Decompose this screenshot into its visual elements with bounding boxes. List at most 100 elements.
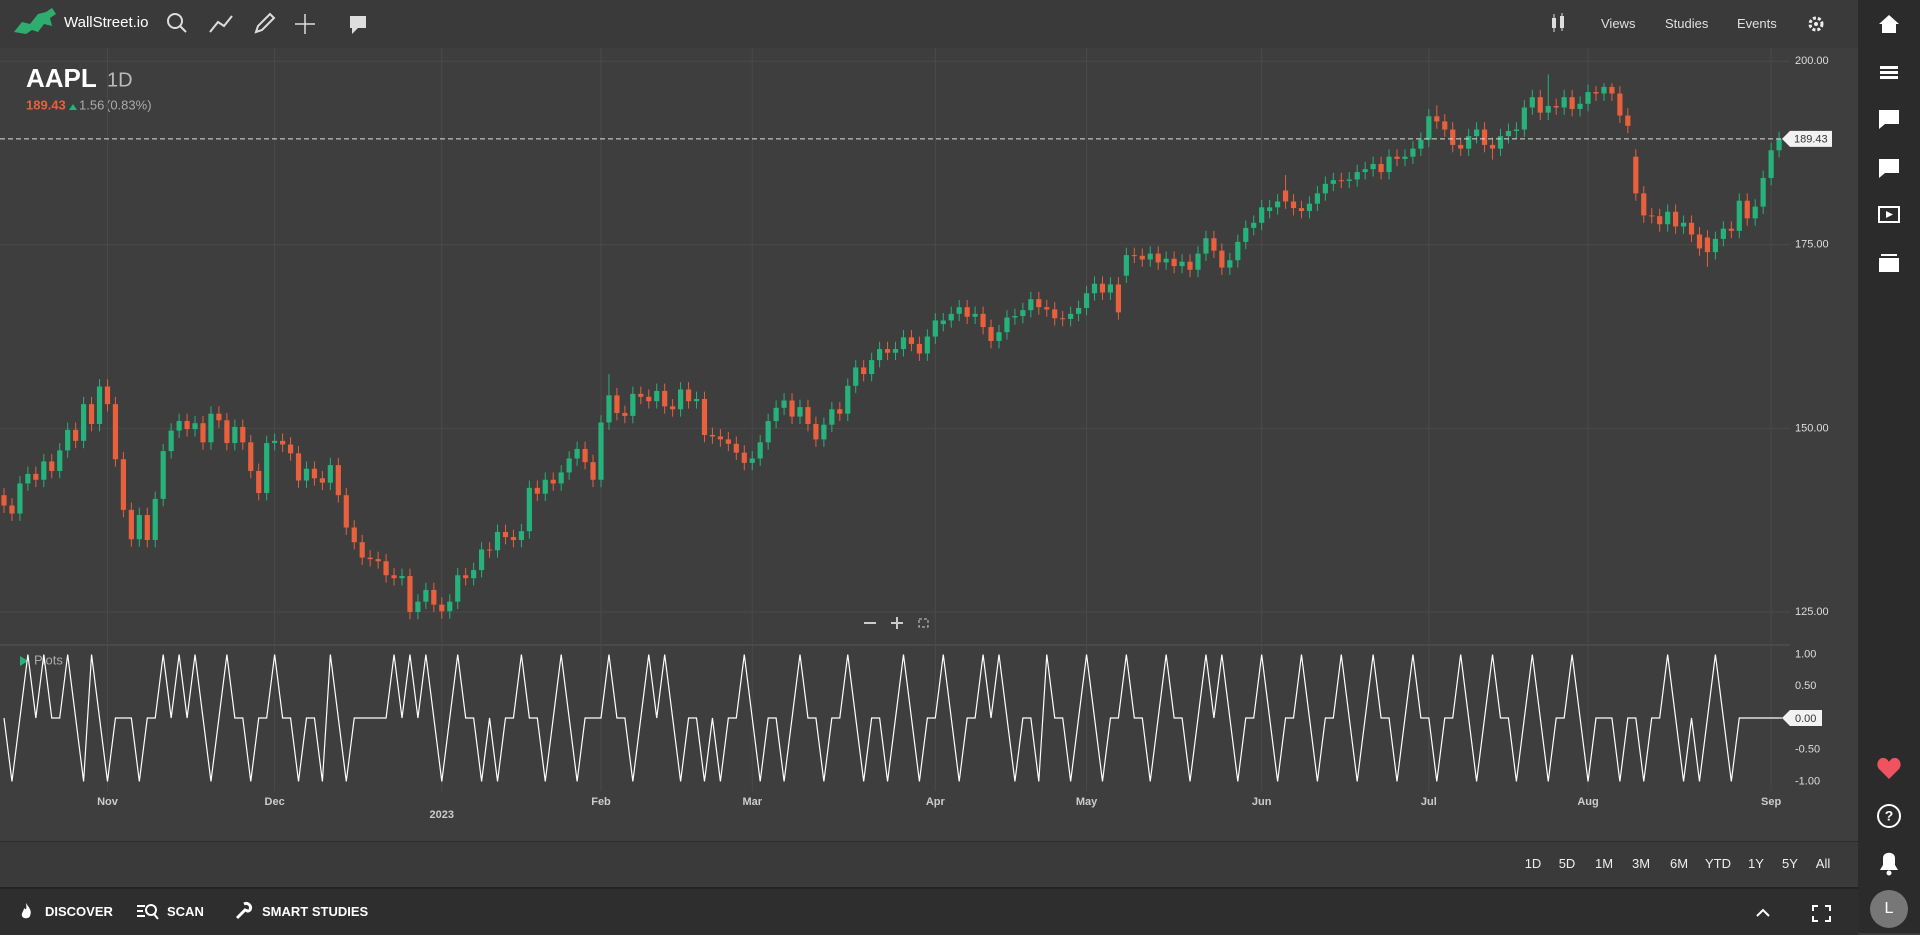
footer-item[interactable]: SMART STUDIES (262, 904, 369, 919)
candle-body (1187, 261, 1193, 270)
toolbar: WallStreet.io Views Studies Events (0, 0, 1858, 49)
candle-body (670, 406, 676, 410)
range-button[interactable]: All (1815, 856, 1831, 871)
sidebar-icons[interactable]: ? (1858, 0, 1920, 933)
candle-body (980, 313, 986, 328)
candle-body (1314, 193, 1320, 204)
candle-body (96, 386, 103, 424)
candle-body (486, 549, 493, 551)
candle-body (685, 389, 692, 402)
candle-body (1243, 227, 1249, 242)
candle-body (471, 570, 477, 579)
candle-body (112, 404, 119, 460)
footer-item[interactable]: SCAN (167, 904, 204, 919)
x-tick-label: Sep (1761, 796, 1781, 808)
range-button[interactable]: 5D (1558, 856, 1576, 871)
plots-toggle[interactable] (20, 656, 28, 666)
candle-body (1752, 206, 1758, 219)
x-tick-label: Aug (1577, 796, 1598, 808)
candle-body (1251, 222, 1257, 228)
avatar[interactable]: L (1884, 900, 1894, 917)
brand[interactable]: WallStreet.io (64, 14, 149, 31)
candle-body (1346, 179, 1352, 181)
candle-body (1298, 208, 1305, 212)
candle-body (1322, 183, 1328, 194)
candle-body (1601, 86, 1607, 94)
footer-controls[interactable] (1754, 903, 1834, 923)
symbol: AAPL (26, 63, 97, 93)
sidebar: ? L (1858, 0, 1920, 933)
menu[interactable]: Studies (1665, 16, 1709, 31)
candle-body (240, 426, 246, 443)
footer: DISCOVER SCAN SMART STUDIES (0, 887, 1858, 935)
x-tick-label: May (1076, 796, 1098, 808)
candle-body (1704, 237, 1711, 253)
candle-body (65, 429, 71, 451)
candle-body (224, 420, 230, 444)
chart-bg (0, 48, 1858, 841)
plot-last-tag (1782, 710, 1822, 726)
candle-body (693, 399, 700, 402)
menu[interactable]: Events (1737, 16, 1777, 31)
candle-body (1139, 255, 1145, 260)
candle-body (701, 399, 708, 435)
candle-body (415, 601, 421, 612)
range-button[interactable]: 6M (1669, 856, 1689, 871)
candle-body (622, 412, 628, 416)
candle-body (638, 393, 644, 397)
candle-body (1386, 156, 1392, 173)
candle-body (773, 407, 779, 422)
candle-body (128, 509, 134, 540)
candle-body (287, 444, 294, 454)
candle-body (1179, 261, 1185, 267)
candle-body (1259, 207, 1265, 223)
tool-icons[interactable] (160, 8, 400, 40)
candle-body (1402, 156, 1408, 159)
range-button[interactable]: 1M (1594, 856, 1614, 871)
candle-body (1235, 241, 1241, 261)
candle-body (439, 604, 445, 612)
zoom-controls[interactable] (864, 617, 929, 629)
candle-body (1076, 307, 1082, 314)
candle-body (630, 393, 636, 416)
candle-body (598, 422, 604, 480)
candle-body (463, 575, 469, 579)
candle-body (1131, 255, 1137, 257)
footer-item[interactable]: DISCOVER (45, 904, 113, 919)
candle-body (725, 439, 731, 444)
range-button[interactable]: 1D (1524, 856, 1542, 871)
chart-type-icon[interactable] (1548, 12, 1584, 36)
candle-body (17, 483, 23, 514)
candle-body (1203, 238, 1209, 254)
candle-body (1219, 250, 1225, 268)
range-button[interactable]: 3M (1631, 856, 1651, 871)
candle-body (1489, 144, 1496, 149)
candle-body (813, 423, 819, 440)
candle-body (375, 559, 381, 562)
candle-body (216, 413, 222, 421)
candle-body (797, 407, 803, 417)
range-button[interactable]: YTD (1705, 856, 1731, 871)
range-button[interactable]: 1Y (1748, 856, 1764, 871)
candle-body (988, 327, 994, 341)
range-button[interactable]: 5Y (1782, 856, 1798, 871)
candle-body (1617, 93, 1623, 116)
candle-body (1760, 177, 1766, 207)
menu[interactable]: Views (1601, 16, 1636, 31)
x-tick-label: Mar (742, 796, 762, 808)
plots-label[interactable]: Plots (34, 652, 63, 667)
candle-body (1561, 97, 1567, 108)
candle-body (662, 390, 668, 407)
candle-body (1227, 260, 1233, 268)
settings-icon[interactable] (1806, 12, 1836, 36)
candle-body (1083, 293, 1090, 308)
candle-body (789, 400, 795, 417)
candle-body (1171, 258, 1177, 267)
x-tick-label: Dec (265, 796, 285, 808)
candle-body (678, 389, 684, 410)
candle-body (510, 537, 517, 540)
candle-body (1577, 103, 1583, 109)
candle-body (1434, 116, 1440, 122)
candle-body (479, 549, 485, 571)
candle-body (996, 332, 1002, 341)
